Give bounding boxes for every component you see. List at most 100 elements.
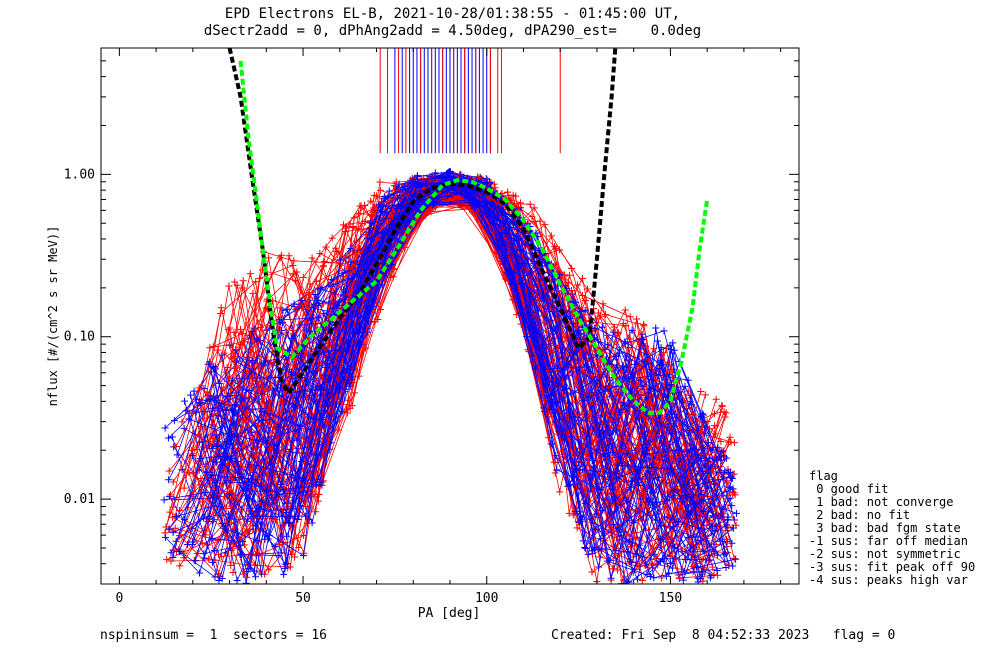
chart-subtitle: dSectr2add = 0, dPhAng2add = 4.50deg, dP…	[203, 23, 702, 39]
data-point-red	[361, 217, 369, 225]
data-point-red	[627, 543, 635, 551]
footer-created-info: Created: Fri Sep 8 04:52:33 2023 flag = …	[551, 628, 896, 643]
data-point-red	[172, 443, 180, 451]
data-point-blue	[595, 563, 603, 571]
data-point-red	[295, 543, 303, 551]
data-point-red	[620, 576, 628, 584]
data-point-blue	[646, 572, 654, 580]
fit-curves-group	[227, 48, 710, 415]
data-point-red	[322, 243, 330, 251]
data-point-red	[217, 553, 225, 561]
data-point-blue	[299, 552, 307, 560]
data-point-blue	[572, 465, 580, 473]
data-point-blue	[555, 416, 563, 424]
legend-item-not-converge: 1 bad: not converge	[809, 495, 954, 509]
data-point-red	[695, 441, 703, 449]
data-point-blue	[584, 550, 592, 558]
data-point-blue	[320, 348, 328, 356]
data-point-blue	[221, 423, 229, 431]
data-point-blue	[311, 291, 319, 299]
data-point-blue	[710, 547, 718, 555]
data-point-blue	[701, 462, 709, 470]
data-point-red	[565, 271, 573, 279]
data-point-red	[613, 566, 621, 574]
data-point-blue	[655, 364, 663, 372]
data-point-blue	[298, 296, 306, 304]
data-point-red	[277, 449, 285, 457]
data-point-blue	[713, 551, 721, 559]
data-point-blue	[269, 386, 277, 394]
data-point-blue	[577, 308, 585, 316]
data-point-blue	[509, 274, 517, 282]
data-point-red	[638, 576, 646, 584]
data-point-blue	[190, 387, 198, 395]
data-point-red	[568, 264, 576, 272]
data-point-red	[248, 464, 256, 472]
data-point-red	[658, 574, 666, 582]
data-point-red	[626, 313, 634, 321]
data-point-red	[239, 277, 247, 285]
data-point-blue	[295, 426, 303, 434]
data-point-red	[526, 200, 534, 208]
data-point-blue	[444, 172, 452, 180]
data-point-red	[205, 555, 213, 563]
data-point-blue	[604, 341, 612, 349]
data-point-blue	[378, 208, 386, 216]
data-point-red	[236, 325, 244, 333]
data-point-blue	[217, 399, 225, 407]
data-point-red	[249, 397, 257, 405]
data-point-blue	[681, 382, 689, 390]
data-point-blue	[250, 567, 258, 575]
data-point-red	[289, 261, 297, 269]
series-trace-blue-130	[227, 171, 713, 581]
data-point-blue	[253, 335, 261, 343]
data-point-red	[551, 469, 559, 477]
data-point-red	[730, 555, 738, 563]
data-point-blue	[576, 466, 584, 474]
data-point-blue	[393, 205, 401, 213]
data-point-blue	[369, 303, 377, 311]
data-point-blue	[704, 484, 712, 492]
data-point-red	[165, 467, 173, 475]
data-point-red	[583, 285, 591, 293]
legend-title: flag	[809, 469, 838, 483]
data-point-blue	[258, 497, 266, 505]
data-point-blue	[582, 545, 590, 553]
data-point-red	[246, 270, 254, 278]
data-point-blue	[252, 508, 260, 516]
data-point-blue	[569, 356, 577, 364]
data-point-blue	[181, 516, 189, 524]
data-point-blue	[257, 359, 265, 367]
data-point-blue	[341, 296, 349, 304]
data-point-blue	[726, 468, 734, 476]
data-point-blue	[699, 507, 707, 515]
data-point-blue	[686, 446, 694, 454]
data-point-blue	[581, 306, 589, 314]
data-point-blue	[280, 570, 288, 578]
data-point-blue	[509, 219, 517, 227]
data-point-blue	[621, 338, 629, 346]
data-point-blue	[400, 182, 408, 190]
data-point-red	[712, 395, 720, 403]
data-point-blue	[431, 169, 439, 177]
data-point-red	[723, 535, 731, 543]
data-point-blue	[161, 533, 169, 541]
data-point-red	[567, 287, 575, 295]
data-point-red	[676, 574, 684, 582]
data-point-blue	[208, 535, 216, 543]
x-tick-label: 0	[115, 591, 123, 606]
data-point-blue	[606, 387, 614, 395]
data-point-red	[218, 383, 226, 391]
data-point-blue	[248, 428, 256, 436]
data-point-blue	[409, 176, 417, 184]
data-point-blue	[593, 480, 601, 488]
data-point-blue	[709, 523, 717, 531]
data-point-blue	[196, 399, 204, 407]
series-trace-blue-132	[192, 190, 715, 552]
data-point-blue	[161, 424, 169, 432]
data-point-red	[257, 323, 265, 331]
data-point-red	[516, 199, 524, 207]
data-point-blue	[606, 556, 614, 564]
data-point-red	[691, 545, 699, 553]
data-point-blue	[670, 487, 678, 495]
